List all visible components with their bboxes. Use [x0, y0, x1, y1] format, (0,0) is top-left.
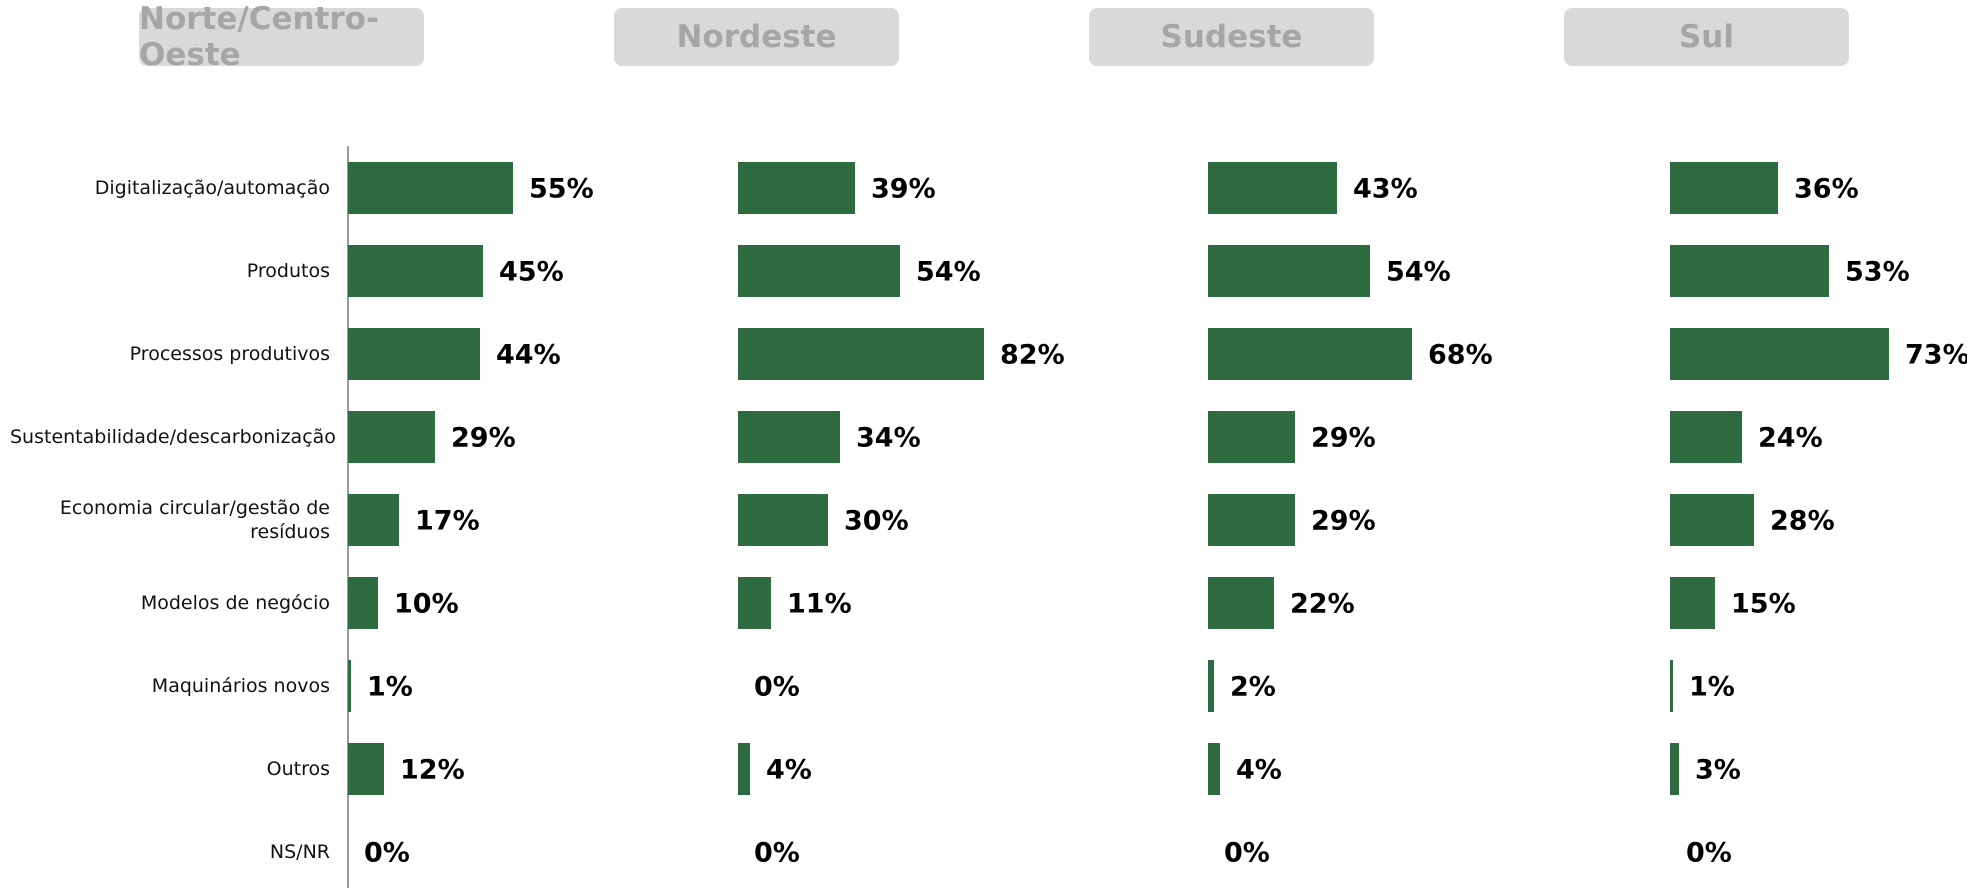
bar	[738, 328, 984, 380]
bar	[738, 245, 900, 297]
bar	[348, 494, 399, 546]
bar	[1208, 494, 1295, 546]
bar	[348, 245, 483, 297]
value-label: 53%	[1845, 257, 1910, 288]
bar	[738, 577, 771, 629]
value-label: 1%	[1689, 672, 1735, 703]
value-label: 43%	[1353, 174, 1418, 205]
bar	[1670, 328, 1889, 380]
value-label: 28%	[1770, 506, 1835, 537]
value-label: 0%	[364, 838, 410, 869]
category-label: Digitalização/automação	[94, 177, 330, 199]
bar	[738, 743, 750, 795]
value-label: 12%	[400, 755, 465, 786]
value-label: 82%	[1000, 340, 1065, 371]
value-label: 45%	[499, 257, 564, 288]
bar	[348, 743, 384, 795]
category-label: Maquinários novos	[151, 675, 330, 697]
bar	[1208, 577, 1274, 629]
bar	[348, 411, 435, 463]
value-label: 24%	[1758, 423, 1823, 454]
category-label: NS/NR	[269, 841, 330, 863]
bar	[738, 411, 840, 463]
value-label: 1%	[367, 672, 413, 703]
value-label: 22%	[1290, 589, 1355, 620]
bar	[1208, 328, 1412, 380]
value-label: 54%	[1386, 257, 1451, 288]
value-label: 30%	[844, 506, 909, 537]
value-label: 2%	[1230, 672, 1276, 703]
bar	[348, 577, 378, 629]
value-label: 29%	[1311, 506, 1376, 537]
value-label: 73%	[1905, 340, 1967, 371]
value-label: 44%	[496, 340, 561, 371]
panel-title: Sudeste	[1089, 8, 1374, 66]
category-label: Outros	[266, 758, 330, 780]
value-label: 68%	[1428, 340, 1493, 371]
panel-title: Norte/Centro-Oeste	[139, 1, 424, 73]
value-label: 55%	[529, 174, 594, 205]
bar	[1208, 162, 1337, 214]
value-label: 54%	[916, 257, 981, 288]
value-label: 3%	[1695, 755, 1741, 786]
bar	[1208, 743, 1220, 795]
bar	[1208, 245, 1370, 297]
category-label: Processos produtivos	[129, 343, 330, 365]
value-label: 0%	[754, 672, 800, 703]
bar	[1670, 660, 1673, 712]
value-label: 0%	[1686, 838, 1732, 869]
value-label: 34%	[856, 423, 921, 454]
bar	[1208, 660, 1214, 712]
value-label: 10%	[394, 589, 459, 620]
bar	[738, 162, 855, 214]
bar	[1670, 494, 1754, 546]
category-label: Economia circular/gestão de resíduos	[59, 497, 330, 543]
panel-title: Sul	[1564, 8, 1849, 66]
bar	[738, 494, 828, 546]
bar	[348, 328, 480, 380]
bar	[1670, 743, 1679, 795]
bar	[348, 660, 351, 712]
bar	[1670, 245, 1829, 297]
bar	[1670, 411, 1742, 463]
value-label: 36%	[1794, 174, 1859, 205]
value-label: 29%	[451, 423, 516, 454]
value-label: 0%	[1224, 838, 1270, 869]
value-label: 15%	[1731, 589, 1796, 620]
category-label: Produtos	[246, 260, 330, 282]
panel-title: Nordeste	[614, 8, 899, 66]
category-label: Modelos de negócio	[140, 592, 330, 614]
bar	[1670, 162, 1778, 214]
value-label: 4%	[766, 755, 812, 786]
bar	[348, 162, 513, 214]
value-label: 29%	[1311, 423, 1376, 454]
bar	[1208, 411, 1295, 463]
category-label: Sustentabilidade/descarbonização	[10, 426, 336, 448]
value-label: 11%	[787, 589, 852, 620]
bar	[1670, 577, 1715, 629]
value-label: 0%	[754, 838, 800, 869]
value-label: 39%	[871, 174, 936, 205]
value-label: 17%	[415, 506, 480, 537]
value-label: 4%	[1236, 755, 1282, 786]
